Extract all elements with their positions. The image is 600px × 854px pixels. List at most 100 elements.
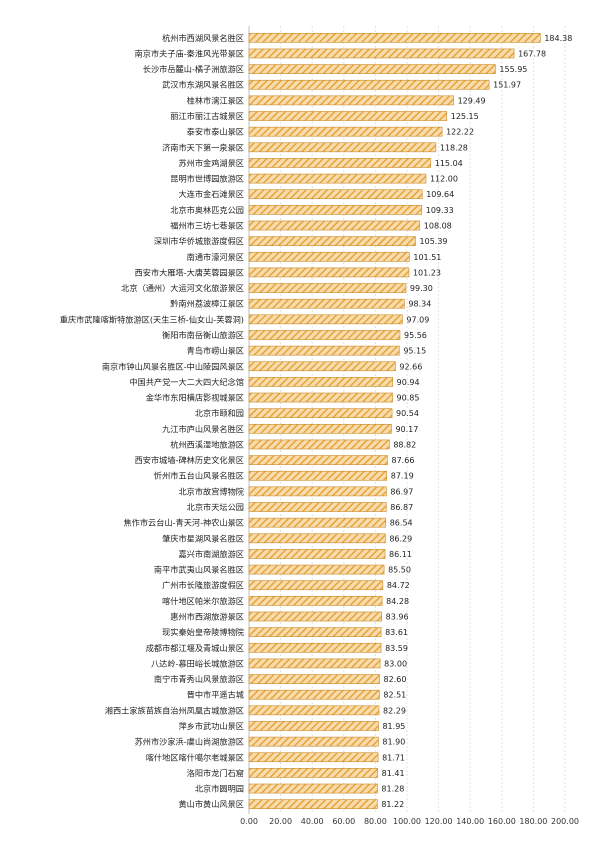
value-label: 90.85 bbox=[397, 394, 420, 403]
value-label: 88.82 bbox=[393, 440, 416, 449]
bar bbox=[248, 439, 390, 450]
category-label: 长沙市岳麓山-橘子洲旅游区 bbox=[143, 64, 244, 74]
category-label: 北京市奥林匹克公园 bbox=[170, 205, 244, 215]
value-label: 184.38 bbox=[544, 34, 572, 43]
value-label: 90.17 bbox=[395, 425, 418, 434]
category-label: 苏州市沙家浜-虞山尚湖旅游区 bbox=[135, 737, 244, 747]
bar bbox=[248, 345, 400, 356]
bar bbox=[248, 158, 432, 168]
x-tick-label: 40.00 bbox=[301, 817, 324, 826]
value-label: 82.51 bbox=[383, 691, 406, 700]
value-label: 90.94 bbox=[397, 378, 420, 387]
bar bbox=[248, 783, 378, 794]
bar bbox=[248, 32, 541, 43]
category-label: 衡阳市南岳衡山旅游区 bbox=[162, 330, 244, 340]
value-label: 155.95 bbox=[499, 65, 527, 74]
bar bbox=[248, 689, 380, 700]
bar bbox=[248, 502, 387, 512]
category-label: 北京市天坛公园 bbox=[187, 502, 244, 512]
x-tick-label: 180.00 bbox=[519, 817, 547, 826]
bar bbox=[248, 48, 515, 59]
category-label: 成都市都江堰及青城山景区 bbox=[146, 643, 244, 653]
bar bbox=[248, 189, 423, 200]
value-labels: 184.38 167.78 155.95 151.97 129.49 125.15 122.… bbox=[381, 34, 572, 809]
bar bbox=[248, 126, 443, 137]
value-label: 87.19 bbox=[391, 472, 414, 481]
category-label: 杭州西溪湿地旅游区 bbox=[170, 439, 244, 449]
bar bbox=[248, 580, 384, 591]
bar bbox=[248, 596, 383, 606]
bar bbox=[248, 486, 387, 497]
category-label: 广州市长隆旅游度假区 bbox=[162, 580, 244, 590]
value-label: 129.49 bbox=[458, 96, 486, 105]
value-label: 83.96 bbox=[386, 613, 409, 622]
value-label: 81.95 bbox=[382, 722, 405, 731]
bar bbox=[248, 611, 382, 622]
value-label: 151.97 bbox=[493, 81, 521, 90]
x-tick-label: 80.00 bbox=[364, 817, 387, 826]
category-label: 喀什地区喀什噶尔老城景区 bbox=[146, 752, 244, 762]
value-label: 81.90 bbox=[382, 738, 405, 747]
category-label: 西安市大雁塔-大唐芙蓉园景区 bbox=[135, 267, 244, 277]
value-label: 86.11 bbox=[389, 550, 412, 559]
x-tick-label: 60.00 bbox=[332, 817, 355, 826]
category-label: 肇庆市星湖风景名胜区 bbox=[162, 533, 244, 543]
x-tick-label: 200.00 bbox=[551, 817, 579, 826]
bar bbox=[248, 220, 421, 231]
bar bbox=[248, 64, 496, 74]
value-label: 90.54 bbox=[396, 409, 419, 418]
value-label: 83.59 bbox=[385, 644, 408, 653]
bar bbox=[248, 111, 448, 121]
category-label: 南平市武夷山风景名胜区 bbox=[154, 565, 244, 575]
x-tick-label: 20.00 bbox=[269, 817, 292, 826]
value-label: 95.56 bbox=[404, 331, 427, 340]
value-label: 108.08 bbox=[424, 222, 452, 231]
category-label: 武汉市东湖风景名胜区 bbox=[162, 80, 244, 90]
value-label: 95.15 bbox=[403, 347, 426, 356]
bar bbox=[248, 517, 387, 528]
category-label: 福州市三坊七巷景区 bbox=[170, 221, 244, 231]
category-label: 西安市城墙-碑林历史文化景区 bbox=[135, 455, 244, 465]
category-label: 北京市颐和园 bbox=[195, 408, 244, 418]
value-label: 167.78 bbox=[518, 49, 546, 58]
value-label: 83.00 bbox=[384, 659, 407, 668]
category-label: 黔南州荔波樟江景区 bbox=[170, 299, 244, 309]
value-label: 97.09 bbox=[406, 315, 429, 324]
category-label: 八达岭-慕田峪长城旅游区 bbox=[151, 658, 244, 668]
bar bbox=[248, 330, 401, 340]
category-label: 北京（通州）大运河文化旅游景区 bbox=[121, 283, 244, 293]
category-label: 现实秦始皇帝陵博物院 bbox=[162, 627, 244, 637]
value-label: 81.28 bbox=[381, 785, 404, 794]
category-label: 晋中市平遥古城 bbox=[187, 690, 244, 700]
bar bbox=[248, 314, 403, 325]
bar bbox=[248, 470, 388, 481]
x-tick-label: 100.00 bbox=[393, 817, 421, 826]
value-label: 82.60 bbox=[384, 675, 407, 684]
category-label: 南宁市青秀山风景旅游区 bbox=[154, 674, 244, 684]
bar bbox=[248, 392, 393, 403]
bar bbox=[248, 251, 410, 262]
category-label: 泰安市泰山景区 bbox=[187, 127, 244, 137]
x-tick-label: 0.00 bbox=[240, 817, 258, 826]
bar bbox=[248, 642, 382, 653]
bar bbox=[248, 705, 380, 716]
value-label: 87.66 bbox=[392, 456, 415, 465]
value-label: 81.41 bbox=[382, 769, 405, 778]
bar bbox=[248, 799, 378, 810]
category-label: 济南市天下第一泉景区 bbox=[162, 142, 244, 152]
category-label: 桂林市漓江景区 bbox=[187, 95, 244, 105]
bar bbox=[248, 627, 382, 637]
value-label: 92.66 bbox=[399, 362, 422, 371]
category-label: 南京市钟山风景名胜区-中山陵园风景区 bbox=[102, 361, 244, 371]
value-label: 86.97 bbox=[390, 487, 413, 496]
bar bbox=[248, 768, 378, 778]
value-label: 81.71 bbox=[382, 753, 405, 762]
value-label: 101.51 bbox=[413, 253, 441, 262]
category-label: 黄山市黄山风景区 bbox=[178, 799, 244, 809]
category-label: 苏州市金鸡湖景区 bbox=[178, 158, 244, 168]
value-label: 109.64 bbox=[426, 190, 454, 199]
category-label: 中国共产党一大二大四大纪念馆 bbox=[129, 377, 244, 387]
value-label: 85.50 bbox=[388, 566, 411, 575]
category-label: 湘西土家族苗族自治州凤凰古城旅游区 bbox=[105, 705, 244, 715]
value-label: 86.87 bbox=[390, 503, 413, 512]
